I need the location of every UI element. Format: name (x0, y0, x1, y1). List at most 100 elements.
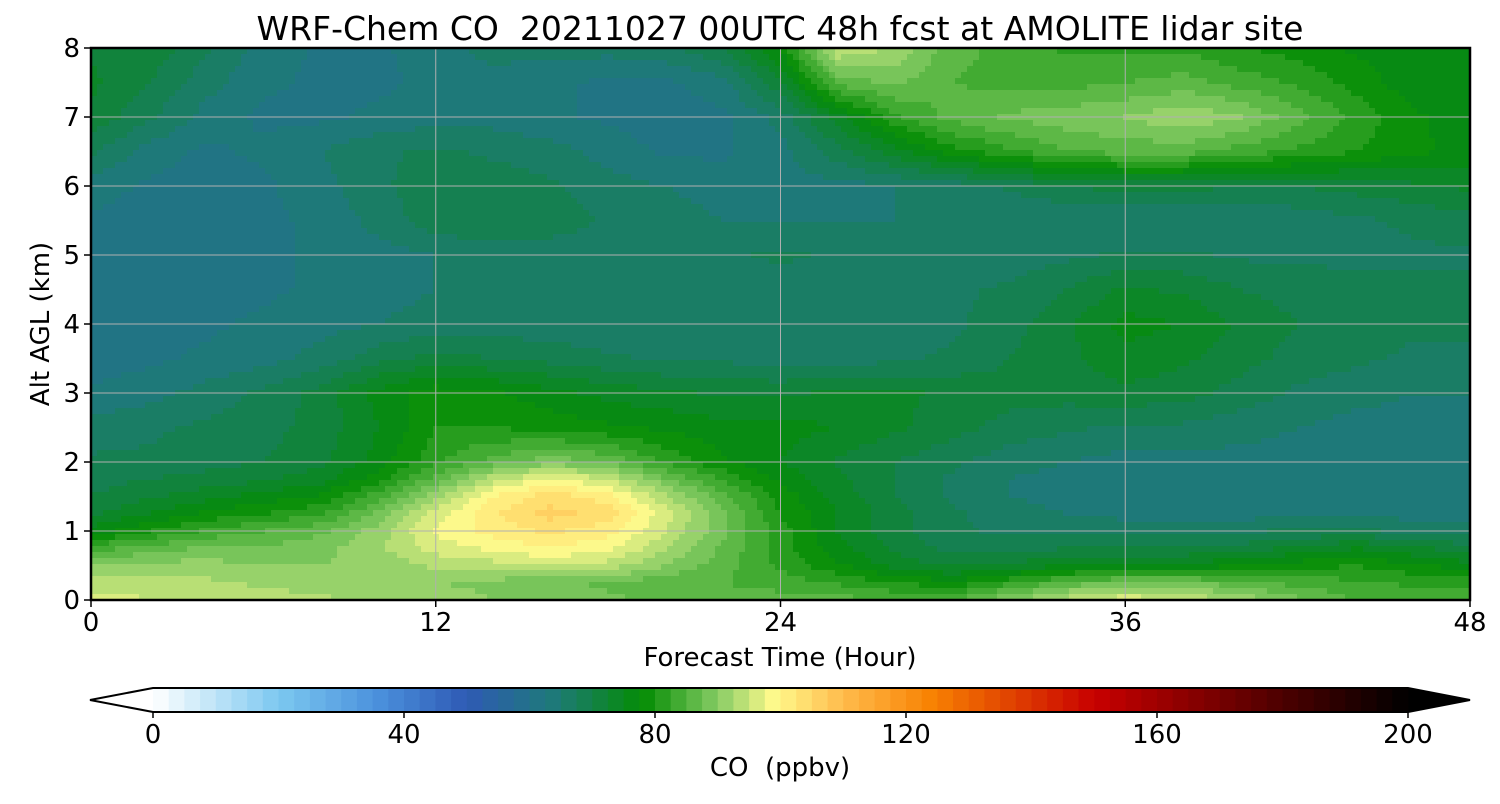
colorbar-bin (561, 688, 577, 712)
colorbar-bin (545, 688, 561, 712)
colorbar-bin (671, 688, 687, 712)
y-tick-label: 4 (63, 310, 80, 340)
y-tick-label: 8 (63, 34, 80, 64)
colorbar-bin (1267, 688, 1283, 712)
colorbar-bin (514, 688, 530, 712)
colorbar-bin (608, 688, 624, 712)
y-tick-label: 0 (63, 586, 80, 616)
colorbar-bin (906, 688, 922, 712)
colorbar-bin (1298, 688, 1314, 712)
colorbar-bin (357, 688, 373, 712)
colorbar-bin (592, 688, 608, 712)
colorbar-bin (467, 688, 483, 712)
colorbar-bin (216, 688, 232, 712)
colorbar-bin (279, 688, 295, 712)
colorbar-bin (702, 688, 718, 712)
colorbar-bin (388, 688, 404, 712)
colorbar-bin (1345, 688, 1361, 712)
x-tick-label: 24 (764, 608, 797, 638)
colorbar-bin (420, 688, 436, 712)
colorbar-bin (153, 688, 169, 712)
colorbar-bin (1361, 688, 1377, 712)
colorbar-bin (1047, 688, 1063, 712)
colorbar-bin (812, 688, 828, 712)
colorbar-bin (765, 688, 781, 712)
colorbar-tick-label: 40 (387, 720, 420, 750)
colorbar-bin (718, 688, 734, 712)
colorbar-bin (1392, 688, 1408, 712)
colorbar-bin (247, 688, 263, 712)
colorbar-bin (1173, 688, 1189, 712)
colorbar-bin (263, 688, 279, 712)
colorbar-bin (341, 688, 357, 712)
colorbar-bin (373, 688, 389, 712)
colorbar-label: CO (ppbv) (710, 753, 850, 783)
colorbar-bin (1032, 688, 1048, 712)
colorbar-bin (796, 688, 812, 712)
colorbar-bin (1314, 688, 1330, 712)
y-tick-label: 1 (63, 517, 80, 547)
colorbar-bin (1188, 688, 1204, 712)
colorbar-bin (828, 688, 844, 712)
colorbar-tick-label: 160 (1132, 720, 1182, 750)
colorbar-bin (1110, 688, 1126, 712)
colorbar-bin (1235, 688, 1251, 712)
colorbar-bin (1377, 688, 1393, 712)
colorbar-bin (859, 688, 875, 712)
colorbar-bin (294, 688, 310, 712)
x-tick-label: 0 (83, 608, 100, 638)
x-tick-label: 12 (419, 608, 452, 638)
colorbar-bin (1220, 688, 1236, 712)
colorbar-tick-label: 200 (1383, 720, 1433, 750)
colorbar-bin (1079, 688, 1095, 712)
colorbar-bin (749, 688, 765, 712)
colorbar-bin (404, 688, 420, 712)
colorbar-bin (890, 688, 906, 712)
y-axis-label: Alt AGL (km) (26, 242, 56, 406)
x-tick-label: 36 (1109, 608, 1142, 638)
colorbar-tick-label: 0 (145, 720, 162, 750)
y-tick-label: 7 (63, 103, 80, 133)
x-tick-label: 48 (1453, 608, 1486, 638)
y-tick-label: 5 (63, 241, 80, 271)
colorbar-bin (577, 688, 593, 712)
colorbar-bin (200, 688, 216, 712)
colorbar-tick-label: 80 (638, 720, 671, 750)
colorbar-bin (1126, 688, 1142, 712)
colorbar-bin (310, 688, 326, 712)
y-tick-label: 6 (63, 172, 80, 202)
colorbar-bin (953, 688, 969, 712)
colorbar-bin (482, 688, 498, 712)
colorbar-extend-max (1408, 688, 1470, 712)
colorbar-bin (922, 688, 938, 712)
y-axis-ticks: 0 1 2 3 4 5 6 7 8 (63, 34, 91, 616)
colorbar-bin (169, 688, 185, 712)
colorbar-bin (1283, 688, 1299, 712)
colorbar-bin (1204, 688, 1220, 712)
colorbar-bin (1330, 688, 1346, 712)
y-tick-label: 3 (63, 379, 80, 409)
colorbar-bin (639, 688, 655, 712)
colorbar-bin (1141, 688, 1157, 712)
colorbar-bin (969, 688, 985, 712)
x-axis-label: Forecast Time (Hour) (643, 643, 916, 673)
y-tick-label: 2 (63, 448, 80, 478)
x-axis-ticks: 0 12 24 36 48 (83, 600, 1487, 638)
colorbar-bin (1000, 688, 1016, 712)
colorbar-extend-min (90, 688, 153, 712)
colorbar-bin (1016, 688, 1032, 712)
colorbar-bin (530, 688, 546, 712)
colorbar-bin (1063, 688, 1079, 712)
colorbar-bin (984, 688, 1000, 712)
colorbar-bin (733, 688, 749, 712)
colorbar-bin (937, 688, 953, 712)
colorbar-bin (655, 688, 671, 712)
colorbar-bin (326, 688, 342, 712)
colorbar-bin (184, 688, 200, 712)
chart-title: WRF-Chem CO 20211027 00UTC 48h fcst at A… (257, 9, 1304, 48)
colorbar-bin (435, 688, 451, 712)
colorbar-bin (843, 688, 859, 712)
colorbar-bin (781, 688, 797, 712)
